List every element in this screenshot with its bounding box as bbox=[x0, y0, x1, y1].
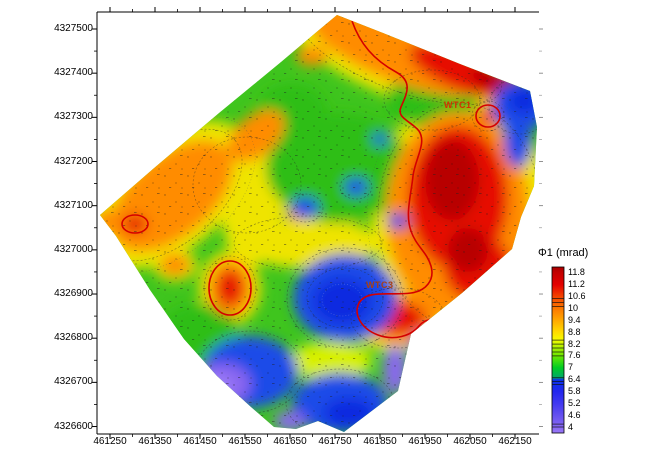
axes-frame bbox=[96, 11, 539, 435]
x-tick-label: 461450 bbox=[183, 436, 217, 447]
red-highlight-contour bbox=[121, 20, 501, 339]
colorbar-tick-label: 4.6 bbox=[568, 409, 581, 420]
y-tick-label: 4326600 bbox=[54, 420, 93, 432]
y-tick-label: 4327300 bbox=[54, 111, 93, 123]
colorbar-tick-label: 8.8 bbox=[568, 326, 581, 337]
data-posting-speckle bbox=[100, 15, 537, 432]
annotation-wtc3: WTC3 bbox=[366, 280, 394, 290]
survey-area-fill bbox=[100, 15, 537, 432]
x-tick-label: 461650 bbox=[273, 436, 307, 447]
x-tick-label: 461550 bbox=[228, 436, 262, 447]
x-tick-label: 462050 bbox=[453, 436, 487, 447]
y-tick-label: 4327500 bbox=[54, 23, 93, 34]
y-tick-label: 4327100 bbox=[54, 199, 93, 211]
colorbar-tick-label: 7 bbox=[568, 362, 574, 373]
contour-lines bbox=[100, 15, 537, 432]
x-tick-label: 461950 bbox=[408, 436, 442, 447]
y-tick-label: 4327000 bbox=[54, 243, 93, 255]
colorbar-level-lines bbox=[552, 298, 564, 428]
colorbar-tick-label: 8.2 bbox=[568, 338, 581, 349]
colorbar-tick-label: 5.8 bbox=[568, 385, 581, 396]
colorbar-tick-label: 10 bbox=[568, 302, 579, 313]
axis-ticks bbox=[92, 7, 543, 439]
y-tick-label: 4327200 bbox=[54, 155, 93, 167]
colorbar-tick-label: 9.4 bbox=[568, 314, 581, 325]
x-tick-label: 461750 bbox=[318, 436, 352, 447]
colorbar-tick-label: 5.2 bbox=[568, 397, 581, 408]
y-tick-label: 4326700 bbox=[54, 376, 93, 388]
x-tick-label: 461350 bbox=[138, 436, 172, 447]
colorbar-title: Φ1 (mrad) bbox=[538, 247, 589, 259]
x-tick-label: 461250 bbox=[93, 436, 127, 447]
colorbar-tick-label: 10.6 bbox=[568, 291, 586, 302]
colorbar-tick-label: 11.8 bbox=[568, 267, 585, 278]
annotation-wtc1: WTC1 bbox=[444, 100, 472, 110]
colorbar-tick-label: 6.4 bbox=[568, 374, 581, 385]
y-tick-label: 4326900 bbox=[54, 288, 93, 300]
x-tick-label: 462150 bbox=[498, 436, 532, 447]
colorbar bbox=[551, 266, 565, 434]
colorbar-tick-label: 4 bbox=[568, 421, 574, 432]
colorbar-tick-label: 7.6 bbox=[568, 350, 581, 361]
y-tick-label: 4326800 bbox=[54, 332, 93, 344]
colorbar-tick-label: 11.2 bbox=[568, 279, 585, 290]
y-tick-label: 4327400 bbox=[54, 67, 93, 79]
x-tick-label: 461850 bbox=[363, 436, 397, 447]
